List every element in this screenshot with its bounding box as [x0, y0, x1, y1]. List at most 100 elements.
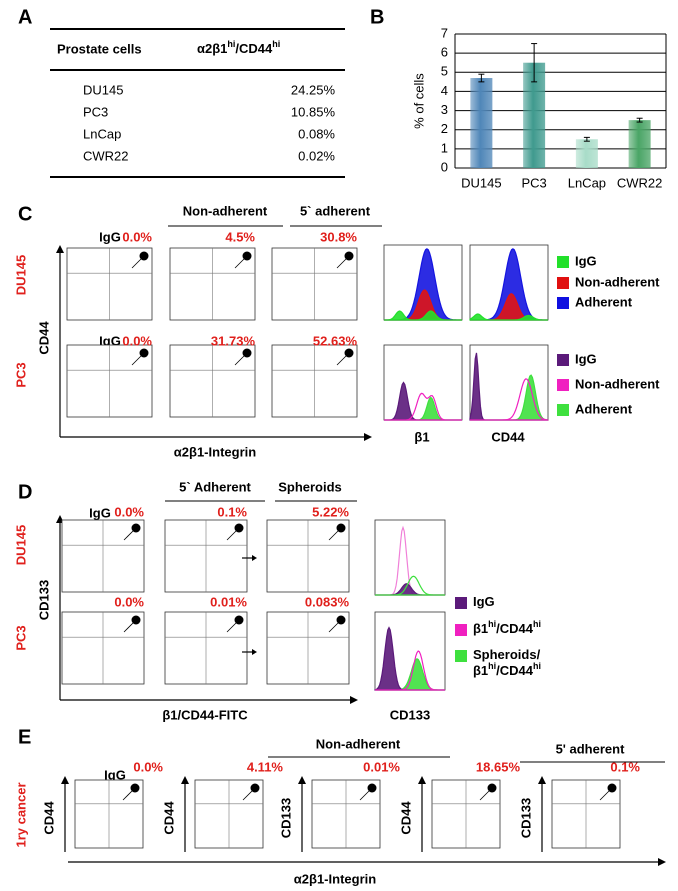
label: CD44 [36, 321, 51, 355]
text-part: hi [533, 661, 541, 671]
bar [470, 78, 493, 168]
histogram [384, 392, 462, 421]
bar [523, 62, 546, 168]
label: 0.0% [114, 504, 144, 519]
label: PC3 [13, 362, 28, 387]
arrow-head [658, 858, 666, 866]
arrow-head [252, 555, 257, 561]
histogram [375, 575, 445, 596]
legend-swatch [455, 624, 467, 636]
rule [226, 619, 240, 633]
rule [131, 352, 145, 366]
label: α2β1hi/CD44hi [197, 39, 280, 56]
label: β1hi/CD44hi [473, 619, 541, 636]
legend-swatch [557, 354, 569, 366]
rule [336, 352, 350, 366]
bar [628, 120, 651, 168]
rule [328, 619, 342, 633]
label: DU145 [461, 175, 501, 190]
label: CD133 [390, 707, 430, 722]
label: A [18, 6, 32, 28]
rule [131, 255, 145, 269]
label: 0.02% [298, 148, 335, 163]
label: CD133 [278, 798, 293, 838]
text-part: IgG [473, 594, 495, 609]
legend-swatch [455, 597, 467, 609]
arrow-head [364, 433, 372, 441]
histogram [470, 378, 549, 421]
arrow-head [298, 776, 306, 784]
label: % of cells [411, 73, 426, 129]
rule [123, 527, 137, 541]
text-part: /CD44 [496, 621, 534, 636]
label: IgG [99, 229, 121, 244]
label: PC3 [83, 104, 108, 119]
error-bar [583, 136, 590, 142]
rule [122, 787, 136, 801]
rule [599, 787, 613, 801]
label: β1hi/CD44hi [473, 661, 541, 678]
text-part: hi [533, 619, 541, 629]
label: CD44 [161, 801, 176, 835]
label: 1 [441, 140, 448, 155]
label: 0.083% [305, 594, 350, 609]
label: 5' adherent [556, 741, 626, 756]
text-part: β1 [473, 621, 488, 636]
legend-swatch [557, 256, 569, 268]
arrow-head [350, 696, 358, 704]
label: CWR22 [83, 148, 129, 163]
label: 5` adherent [300, 203, 371, 218]
text-part: hi [488, 619, 496, 629]
rule [226, 527, 240, 541]
label: 0.08% [298, 126, 335, 141]
label: DU145 [13, 255, 28, 295]
rule [242, 787, 256, 801]
histogram [384, 310, 462, 321]
label: 30.8% [320, 229, 357, 244]
rule [123, 619, 137, 633]
text-part: hi [488, 661, 496, 671]
arrow-head [252, 649, 257, 655]
rule [359, 787, 373, 801]
arrow-head [418, 776, 426, 784]
label: 4.11% [247, 759, 284, 774]
label: CD133 [518, 798, 533, 838]
legend-swatch [455, 650, 467, 662]
rule [479, 787, 493, 801]
label: 6 [441, 45, 448, 60]
text-part: hi [227, 39, 235, 49]
label: C [18, 203, 32, 225]
label: IgG [575, 351, 597, 366]
label: CD44 [41, 801, 56, 835]
legend-swatch [557, 379, 569, 391]
label: DU145 [83, 82, 123, 97]
label: CD44 [491, 429, 525, 444]
legend-swatch [557, 277, 569, 289]
label: Spheroids [278, 479, 342, 494]
arrow-head [181, 776, 189, 784]
label: 2 [441, 121, 448, 136]
label: 0.1% [610, 759, 640, 774]
error-bar [531, 43, 538, 83]
error-bar [478, 73, 485, 83]
rule [234, 352, 248, 366]
label: D [18, 481, 32, 503]
label: PC3 [13, 625, 28, 650]
label: 7 [441, 25, 448, 40]
label: 31.73% [211, 333, 256, 348]
rule [234, 255, 248, 269]
legend-swatch [557, 297, 569, 309]
label: E [18, 726, 31, 748]
error-bar [636, 117, 643, 123]
hist-frame [383, 344, 463, 421]
text-part: /CD44 [496, 663, 534, 678]
label: IgG [473, 594, 495, 609]
label: DU145 [13, 525, 28, 565]
arrow-head [61, 776, 69, 784]
label: 0.0% [133, 759, 163, 774]
label: 3 [441, 102, 448, 117]
text-part: hi [272, 39, 280, 49]
rule [328, 527, 342, 541]
